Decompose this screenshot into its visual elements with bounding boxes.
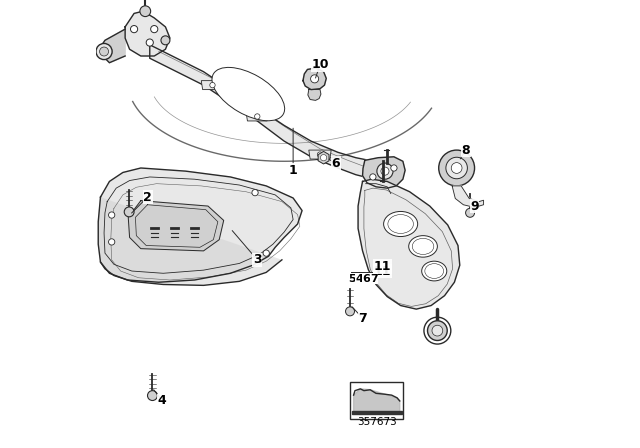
- Circle shape: [370, 174, 376, 180]
- Circle shape: [317, 152, 323, 157]
- Text: 11: 11: [374, 264, 392, 278]
- Circle shape: [381, 167, 389, 175]
- Polygon shape: [128, 201, 223, 251]
- Circle shape: [346, 307, 355, 316]
- Polygon shape: [98, 197, 282, 285]
- Circle shape: [109, 239, 115, 245]
- Circle shape: [439, 150, 475, 186]
- Ellipse shape: [212, 67, 285, 121]
- Circle shape: [252, 190, 258, 196]
- Circle shape: [263, 250, 269, 256]
- Circle shape: [446, 157, 467, 179]
- Circle shape: [451, 163, 462, 173]
- Text: 357673: 357673: [357, 417, 397, 427]
- Circle shape: [147, 391, 157, 401]
- Ellipse shape: [383, 211, 418, 237]
- Ellipse shape: [412, 238, 434, 254]
- Circle shape: [321, 155, 326, 161]
- Circle shape: [124, 207, 134, 217]
- Text: 9: 9: [470, 199, 479, 213]
- Ellipse shape: [388, 215, 413, 233]
- Circle shape: [255, 114, 260, 119]
- Polygon shape: [100, 29, 125, 63]
- Text: 8: 8: [461, 143, 470, 157]
- Circle shape: [391, 165, 397, 171]
- Text: 6: 6: [332, 157, 340, 170]
- Polygon shape: [201, 81, 224, 90]
- Text: 6: 6: [363, 274, 371, 284]
- Polygon shape: [98, 168, 302, 282]
- Polygon shape: [303, 68, 326, 90]
- Circle shape: [131, 26, 138, 33]
- Ellipse shape: [425, 263, 444, 278]
- Polygon shape: [246, 112, 269, 121]
- Circle shape: [432, 325, 443, 336]
- Polygon shape: [308, 90, 321, 100]
- Polygon shape: [358, 179, 460, 309]
- Polygon shape: [352, 411, 401, 414]
- Circle shape: [161, 36, 170, 45]
- Polygon shape: [362, 157, 405, 188]
- Ellipse shape: [409, 236, 437, 257]
- FancyBboxPatch shape: [351, 382, 403, 419]
- Circle shape: [146, 39, 154, 46]
- Polygon shape: [308, 150, 332, 159]
- Text: 4: 4: [355, 274, 364, 284]
- Circle shape: [465, 208, 474, 217]
- Circle shape: [150, 26, 158, 33]
- Polygon shape: [353, 389, 400, 413]
- Circle shape: [377, 163, 393, 179]
- Ellipse shape: [422, 261, 447, 281]
- Text: 5: 5: [348, 274, 356, 284]
- Text: 3: 3: [253, 253, 262, 267]
- Text: 10: 10: [311, 58, 329, 72]
- Circle shape: [100, 47, 109, 56]
- Circle shape: [210, 82, 215, 88]
- Text: 11: 11: [374, 260, 392, 273]
- Circle shape: [109, 212, 115, 218]
- Polygon shape: [452, 186, 484, 207]
- Circle shape: [140, 6, 150, 17]
- Text: 1: 1: [289, 164, 298, 177]
- Text: 7: 7: [370, 274, 378, 284]
- Text: 7: 7: [358, 311, 367, 325]
- Polygon shape: [125, 11, 170, 56]
- Circle shape: [310, 75, 319, 83]
- Text: 4: 4: [158, 394, 166, 408]
- Circle shape: [428, 321, 447, 340]
- Text: 2: 2: [143, 190, 152, 204]
- Polygon shape: [150, 45, 374, 179]
- Circle shape: [96, 43, 112, 60]
